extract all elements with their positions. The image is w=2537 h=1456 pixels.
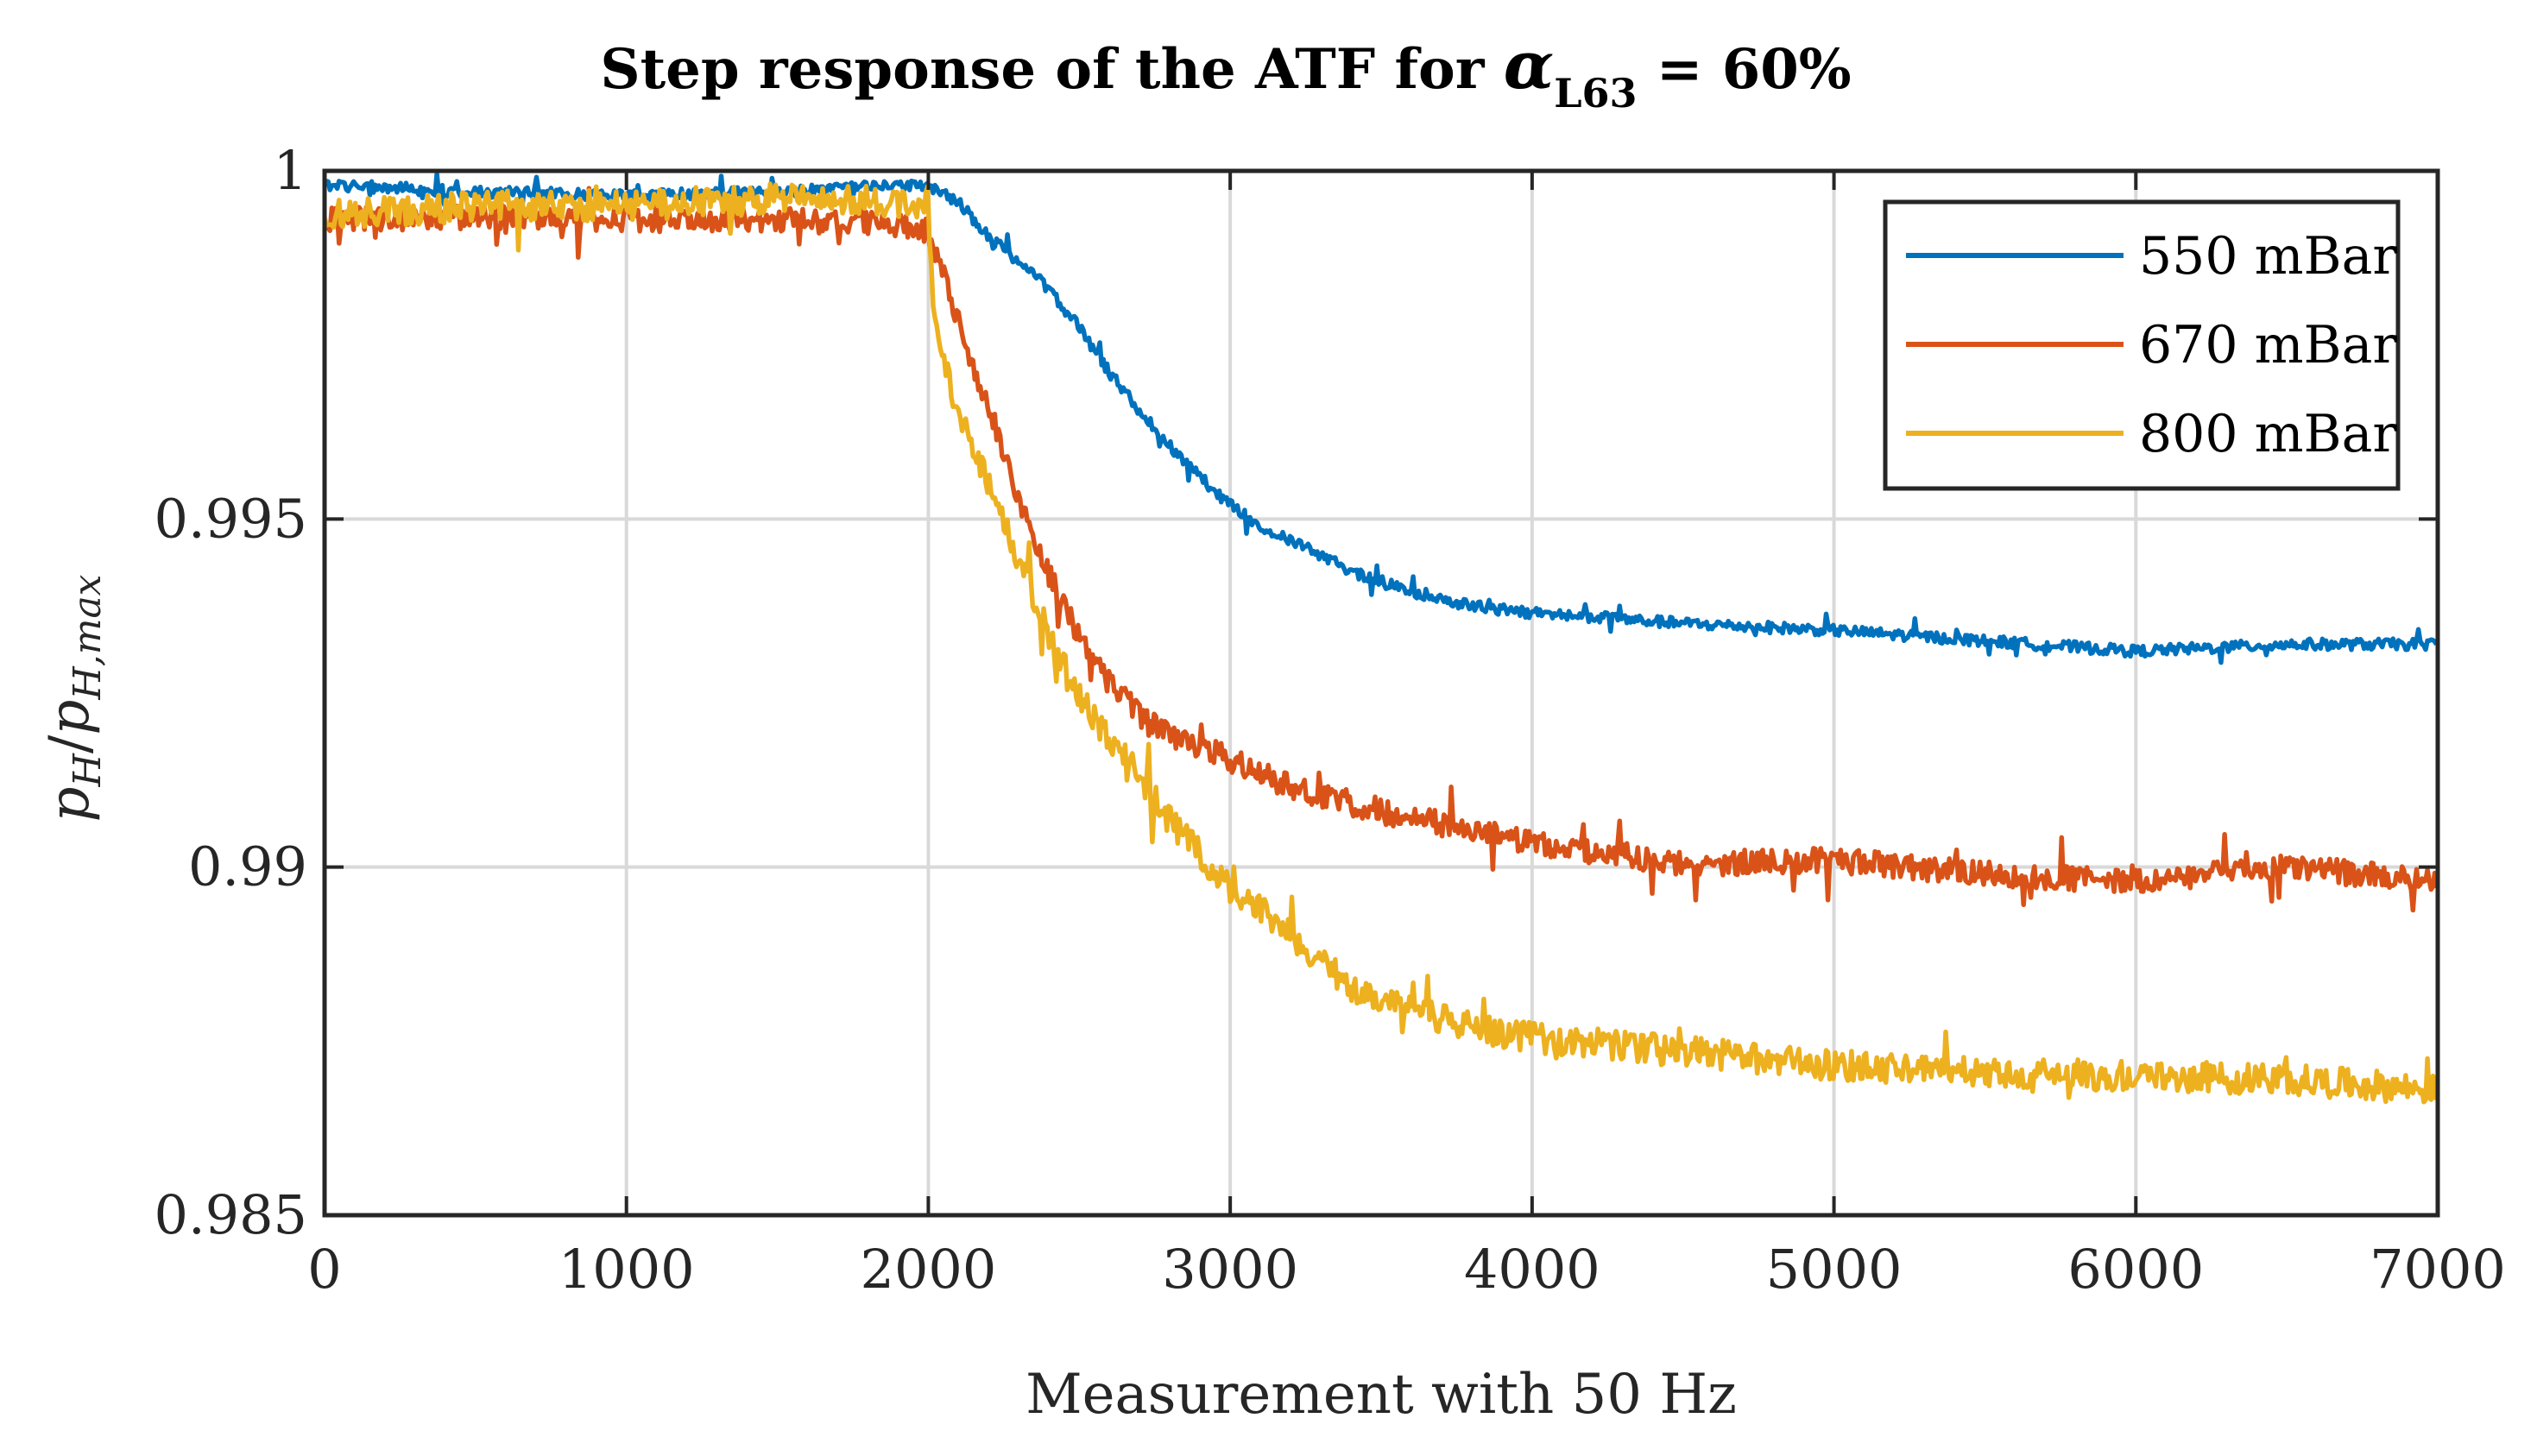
chart-title-subscript: L63	[1554, 70, 1637, 117]
x-tick-labels: 0 1000 2000 3000 4000 5000 6000 7000	[307, 1238, 2506, 1301]
y-axis-label-p2: p	[38, 700, 102, 735]
y-tick-labels: 0.985 0.99 0.995 1	[155, 139, 308, 1246]
x-axis-label: Measurement with 50 Hz	[1026, 1363, 1737, 1427]
x-tick-label: 7000	[2370, 1238, 2506, 1301]
y-axis-label-sub2: H,max	[66, 574, 110, 700]
x-tick-label: 0	[307, 1238, 341, 1301]
legend-label: 670 mBar	[2139, 315, 2397, 375]
y-axis-label-sub1: H	[66, 753, 110, 788]
chart-title-prefix: Step response of the ATF for	[600, 37, 1503, 102]
chart-title-symbol: α	[1504, 27, 1554, 104]
x-tick-label: 3000	[1162, 1238, 1298, 1301]
series-line-800-mbar	[322, 181, 2439, 1105]
legend-label: 550 mBar	[2139, 226, 2397, 287]
x-tick-label: 1000	[559, 1238, 695, 1301]
y-axis-label-slash: /	[38, 734, 102, 753]
x-tick-label: 2000	[861, 1238, 997, 1301]
x-tick-label: 4000	[1464, 1238, 1600, 1301]
legend-label: 800 mBar	[2139, 404, 2397, 464]
x-tick-label: 6000	[2067, 1238, 2204, 1301]
y-tick-label: 1	[274, 139, 307, 202]
y-tick-label: 0.985	[155, 1183, 308, 1246]
x-tick-label: 5000	[1766, 1238, 1903, 1301]
y-tick-label: 0.99	[188, 835, 307, 898]
legend: 550 mBar 670 mBar 800 mBar	[1883, 199, 2401, 491]
series-layer	[322, 171, 2439, 1105]
series-line-670-mbar	[322, 186, 2439, 913]
y-tick-label: 0.995	[155, 487, 308, 550]
chart-title: Step response of the ATF for αL63 = 60%	[600, 27, 1851, 117]
y-axis-label-p1: p	[38, 787, 102, 823]
tick-marks	[323, 169, 2439, 1217]
chart-title-suffix: = 60%	[1638, 37, 1852, 102]
y-axis-label: pH/pH,max	[38, 574, 110, 822]
plot-area-border	[322, 168, 2440, 1218]
